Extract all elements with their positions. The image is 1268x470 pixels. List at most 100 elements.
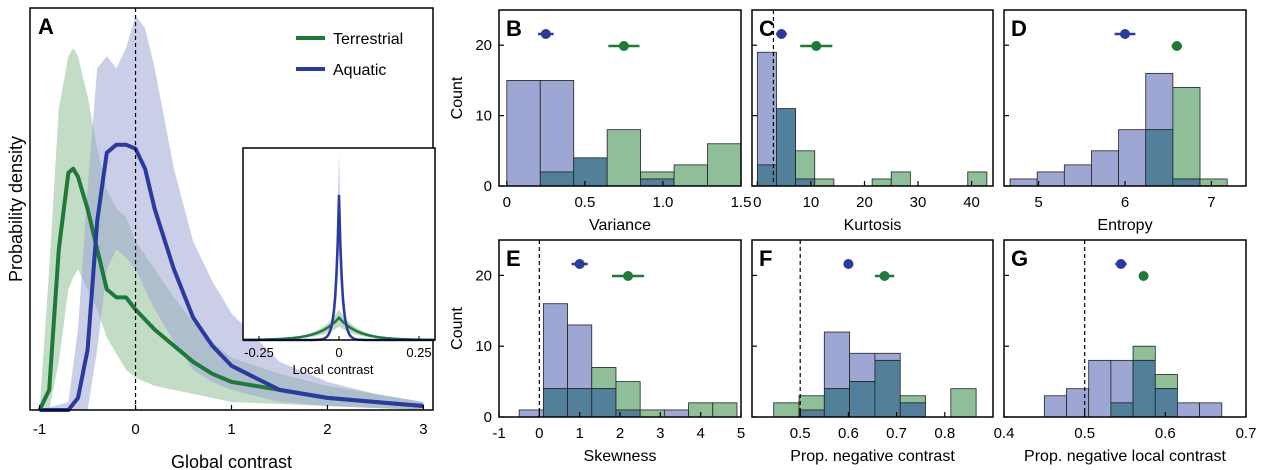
x-tick-label: 40 [963,194,980,211]
line-terrestrial [37,166,424,411]
x-tick-label: 0.5 [574,194,595,211]
histogram-bar [615,381,641,411]
inset: -0.25 0 0.25 Local contrast [242,147,436,377]
x-tick-label: 0.7 [1236,425,1257,442]
panel-label: A [38,14,54,39]
x-tick-label: 0.6 [838,425,859,442]
legend-label: Aquatic [333,62,386,79]
histogram-bar [1009,178,1038,187]
histogram-bar [1118,129,1147,187]
x-axis-label: Kurtosis [844,217,902,234]
histogram-bar [823,331,851,390]
histogram-bar [967,171,988,187]
figure-panels: -1 0 1 2 3 Global contrast Probability density… [6,7,1257,470]
histogram-bar [1199,402,1223,418]
inset-x-axis-label: Local contrast [293,362,374,377]
histogram-bar [673,164,708,187]
histogram-bar-overlap [756,164,777,187]
histogram-bar-overlap [1132,359,1156,418]
histogram-bar-overlap [1110,402,1134,418]
panel-label: G [1011,246,1028,271]
mean-dot [1115,259,1126,269]
histogram-bar-overlap [823,388,851,418]
panel-label: E [506,246,521,271]
y-tick-label: 20 [475,37,492,54]
x-axis-label: Global contrast [171,452,292,470]
panel-label: B [506,16,522,41]
histogram-bar-overlap [1145,129,1174,187]
histogram-bar [567,324,593,390]
histogram-bar-overlap [539,171,575,187]
histogram-bar-overlap [640,178,675,187]
x-tick-label: 0.4 [994,425,1015,442]
histogram-bar [591,367,617,390]
histogram-bar [663,409,689,418]
x-tick-label: -1 [492,425,505,442]
mean-dot [540,29,551,39]
histogram-bar-overlap [798,409,825,418]
x-tick-label: 0.5 [1074,425,1095,442]
histogram-bar [950,388,977,418]
x-axis-label: Entropy [1097,217,1152,234]
y-axis-label: Probability density [6,136,26,282]
mean-dot [1171,41,1182,51]
histogram-bar [1091,150,1120,187]
x-axis-label: Prop. negative local contrast [1024,448,1226,465]
inset-x-tick-label: -0.25 [244,345,274,360]
x-tick-label: 2 [616,425,624,442]
x-tick-label: 1 [227,421,235,438]
x-tick-label: 0 [503,194,511,211]
panel-c: 0 10 20 30 40 Kurtosis C [751,9,994,234]
histogram-bar [849,352,876,382]
panel-b: 0 0.5 1.0 1.5 0 10 20 Variance Count B [449,9,751,234]
panel-f: 0.5 0.6 0.7 0.8 Prop. negative contrast F [751,239,994,465]
histogram-bar [1177,402,1201,418]
line-aquatic [39,142,424,412]
inset-band-terrestrial [243,309,435,340]
legend-label: Terrestrial [333,31,403,48]
histogram-bar [606,129,642,187]
y-tick-label: 10 [475,108,492,125]
histogram-bar [874,352,901,361]
histogram-bar [1154,374,1178,390]
x-axis-label: Prop. negative contrast [790,448,955,465]
mean-dot [618,41,629,51]
histogram-bar-overlap [849,381,876,418]
histogram-bar [1036,171,1065,187]
x-axis-label: Variance [589,217,651,234]
axes-frame [1003,239,1247,418]
panel-d: 5 6 7 Entropy D [1003,9,1247,234]
histogram-bar [1172,87,1201,180]
histogram-bar [773,402,800,418]
mean-dot [574,259,585,269]
y-tick-label: 10 [475,338,492,355]
histogram-bar-overlap [1172,178,1201,187]
mean-dot [879,271,890,281]
x-tick-label: 0 [535,425,543,442]
histogram-bar [542,303,568,390]
histogram-bar [798,395,825,411]
inset-x-tick-label: 0 [335,345,342,360]
histogram-bar [1088,359,1112,418]
histogram-bar [1145,72,1174,131]
axes-frame [751,9,994,187]
x-tick-label: 20 [856,194,873,211]
histogram-bar-overlap [1154,388,1178,418]
histogram-bar [712,402,738,418]
mean-dot [776,29,787,39]
inset-band-aquatic [243,154,435,340]
histogram-bar-overlap [776,108,797,187]
x-tick-label: 3 [656,425,664,442]
histogram-bar-overlap [899,402,926,418]
mean-dot [843,259,854,269]
histogram-bar [1199,178,1228,187]
mean-dot [623,271,634,281]
histogram-bar [1066,388,1090,418]
histogram-bar-overlap [591,388,617,418]
x-tick-label: 1 [575,425,583,442]
panel-a: -1 0 1 2 3 Global contrast Probability density… [6,7,436,470]
x-tick-label: 5 [737,425,745,442]
histogram-bar-overlap [573,157,608,187]
mean-dot [811,41,822,51]
